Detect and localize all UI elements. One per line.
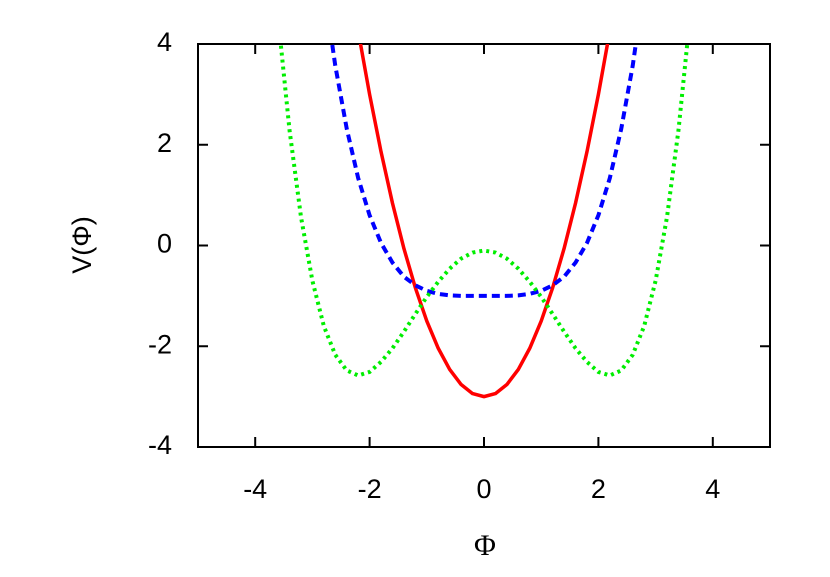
series-line	[358, 44, 610, 399]
series-line	[278, 44, 690, 378]
series-line	[330, 44, 638, 298]
y-axis-label: V(Φ)	[67, 216, 97, 274]
x-tick-label: -2	[358, 474, 382, 504]
x-tick-label: 2	[591, 474, 606, 504]
x-tick-label: -4	[243, 474, 267, 504]
y-tick-label: 0	[157, 229, 172, 259]
y-tick-label: 2	[157, 128, 172, 158]
plot-frame	[197, 43, 771, 448]
y-tick-label: 4	[157, 27, 172, 57]
x-axis-label: Φ	[474, 529, 496, 562]
plot-area	[278, 44, 690, 399]
y-tick-label: -4	[148, 430, 172, 460]
x-tick-label: 4	[705, 474, 720, 504]
x-tick-label: 0	[476, 474, 491, 504]
y-tick-label: -2	[148, 329, 172, 359]
